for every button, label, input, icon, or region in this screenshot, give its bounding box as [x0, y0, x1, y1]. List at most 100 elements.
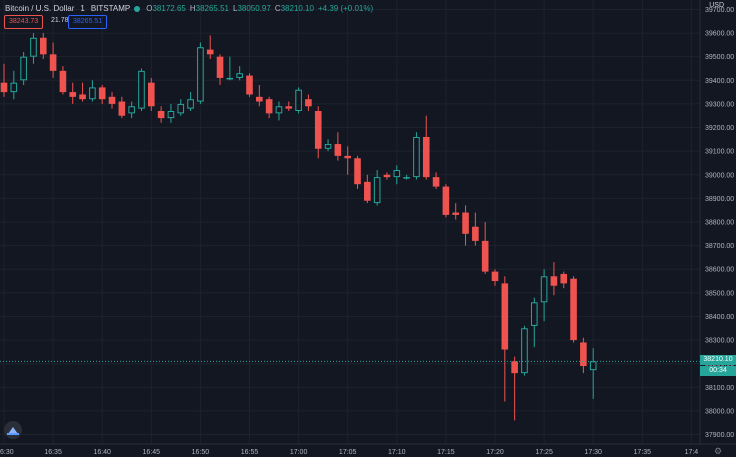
- candle-body: [197, 47, 204, 102]
- market-status-dot-icon: [134, 6, 141, 12]
- candle-body: [265, 99, 273, 114]
- candle-body: [570, 278, 577, 341]
- candle-body: [314, 111, 322, 149]
- candle-body: [216, 56, 224, 78]
- low-label: L: [233, 4, 238, 13]
- x-tick-label: 6:30: [0, 449, 14, 456]
- tradingview-logo-icon[interactable]: [4, 421, 22, 439]
- bar-countdown-label: 00:34: [700, 366, 736, 377]
- open-label: O: [146, 4, 153, 13]
- y-tick-label: 39500.00: [705, 54, 734, 61]
- x-tick-label: 16:35: [44, 449, 62, 456]
- y-tick-label: 37900.00: [705, 432, 734, 439]
- candle-body: [334, 144, 342, 156]
- candle-body: [0, 82, 8, 93]
- y-tick-label: 38300.00: [705, 338, 734, 345]
- candle-body: [246, 75, 253, 95]
- candle-body: [383, 174, 391, 178]
- candle-body: [39, 37, 47, 55]
- candle-body: [98, 87, 106, 100]
- candle-body: [589, 361, 597, 371]
- high-value: 38265.51: [195, 4, 229, 13]
- candle-body: [521, 328, 528, 374]
- time-axis[interactable]: 6:30 16:35 16:40 16:45 16:50 16:55 17:00 17:05 1…: [0, 449, 698, 456]
- candle-body: [452, 212, 460, 215]
- y-tick-label: 39300.00: [705, 101, 734, 108]
- currency-label[interactable]: USD: [709, 2, 724, 9]
- candle-body: [501, 283, 509, 350]
- high-label: H: [189, 4, 196, 13]
- logo-mark-icon: [7, 426, 19, 435]
- candle-body: [59, 70, 67, 93]
- candle-body: [138, 70, 145, 109]
- candle-body: [118, 101, 126, 116]
- symbol-header: Bitcoin / U.S. Dollar 1 BITSTAMP O 38172…: [5, 2, 377, 16]
- candle-body: [128, 106, 135, 114]
- candle-body: [89, 87, 96, 100]
- candle-body: [295, 89, 302, 112]
- candle-body: [187, 99, 194, 109]
- x-tick-label: 17:4: [685, 449, 699, 456]
- x-tick-label: 16:50: [192, 449, 210, 456]
- candle-body: [108, 96, 116, 104]
- candle-body: [206, 49, 214, 55]
- symbol-title[interactable]: Bitcoin / U.S. Dollar: [5, 4, 75, 13]
- candle-body: [69, 92, 77, 97]
- y-tick-label: 39000.00: [705, 172, 734, 179]
- x-tick-label: 17:10: [388, 449, 406, 456]
- candle-body: [344, 155, 351, 159]
- x-tick-label: 17:00: [290, 449, 308, 456]
- last-price-label: 38210.10: [700, 355, 736, 366]
- candle-body: [148, 82, 155, 107]
- x-tick-label: 16:45: [143, 449, 161, 456]
- y-tick-label: 38600.00: [705, 267, 734, 274]
- candle-body: [540, 276, 548, 303]
- x-tick-label: 17:35: [634, 449, 652, 456]
- candle-body: [177, 103, 185, 114]
- candle-body: [403, 177, 410, 179]
- candle-body: [10, 82, 18, 93]
- y-tick-label: 38000.00: [705, 408, 734, 415]
- x-tick-label: 16:40: [93, 449, 111, 456]
- candle-body: [275, 106, 283, 114]
- candle-body: [157, 111, 165, 119]
- candle-body: [432, 177, 440, 187]
- candle-series: [0, 33, 597, 421]
- low-value: 38050.97: [237, 4, 271, 13]
- candle-body: [226, 77, 234, 80]
- candle-body: [530, 302, 538, 326]
- interval-label[interactable]: 1: [80, 4, 85, 13]
- candle-body: [236, 73, 243, 78]
- exchange-label: BITSTAMP: [90, 4, 131, 13]
- grid: [0, 0, 700, 444]
- candle-body: [550, 276, 558, 286]
- buy-button[interactable]: 38265.51: [68, 15, 108, 29]
- candle-body: [422, 136, 430, 178]
- candle-body: [305, 99, 312, 107]
- candle-body: [285, 106, 293, 109]
- gear-icon[interactable]: ⚙: [714, 446, 723, 456]
- candle-body: [354, 158, 361, 185]
- candle-body: [413, 136, 420, 178]
- y-tick-label: 38400.00: [705, 314, 734, 321]
- y-tick-label: 39200.00: [705, 125, 734, 132]
- candle-body: [481, 240, 489, 272]
- candle-body: [472, 226, 479, 241]
- y-tick-label: 39600.00: [705, 31, 734, 38]
- y-tick-label: 38800.00: [705, 220, 734, 227]
- x-tick-label: 16:55: [241, 449, 259, 456]
- y-tick-label: 39400.00: [705, 78, 734, 85]
- candle-body: [324, 144, 332, 149]
- candle-body: [511, 361, 518, 374]
- candle-body: [49, 54, 57, 71]
- candle-body: [79, 94, 86, 100]
- candle-body: [491, 271, 499, 282]
- candle-body: [30, 37, 37, 57]
- candle-body: [442, 186, 450, 215]
- spread-value: 21.78: [51, 17, 69, 24]
- change-value: +4.39 (+0.01%): [317, 4, 374, 13]
- sell-button[interactable]: 38243.73: [4, 15, 44, 29]
- y-tick-label: 38100.00: [705, 385, 734, 392]
